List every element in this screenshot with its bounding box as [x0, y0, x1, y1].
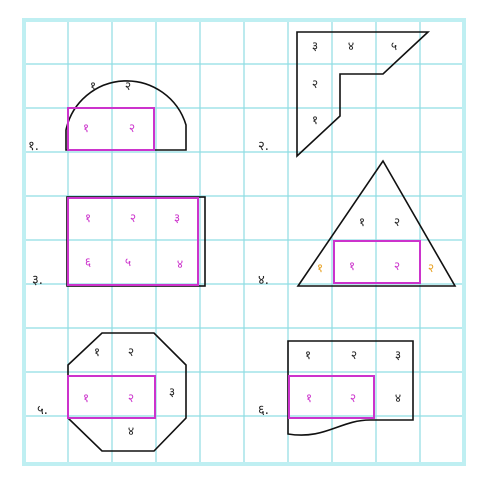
- panel-label: ५.: [37, 403, 48, 418]
- semicircle-shape: [65, 80, 187, 151]
- cell-digit: २: [128, 391, 134, 405]
- cell-digit: २: [312, 77, 318, 91]
- cell-digit: १: [317, 261, 323, 275]
- cell-digit: ५: [391, 39, 397, 53]
- panel-label: १.: [28, 139, 39, 154]
- cell-digit: १: [90, 79, 96, 93]
- cell-digit: ५: [125, 255, 131, 269]
- cell-digit: ३: [395, 348, 401, 362]
- highlight-box: [67, 197, 199, 286]
- l-shape: [296, 31, 431, 158]
- cell-digit: ४: [177, 257, 183, 271]
- cell-digit: २: [125, 79, 131, 93]
- cell-digit: २: [129, 121, 135, 135]
- panel-4: ४. १ २ १ १ २ २: [258, 159, 457, 288]
- cell-digit: १: [349, 259, 355, 273]
- cell-digit: ३: [174, 211, 180, 225]
- cell-digit: २: [350, 391, 356, 405]
- panel-label: २.: [258, 139, 269, 154]
- cell-digit: १: [85, 211, 91, 225]
- highlight-box: [288, 375, 375, 419]
- panel-1: १. १ २ १ २: [28, 79, 187, 154]
- highlight-box: [333, 240, 421, 284]
- triangle-shape: [296, 159, 457, 287]
- cell-digit: १: [312, 113, 318, 127]
- cell-digit: ६: [85, 255, 91, 269]
- panel-label: ६.: [258, 403, 269, 418]
- panel-5: ५. १ २ १ २ ३ ४: [37, 332, 187, 452]
- cell-digit: ३: [312, 39, 318, 53]
- wavy-rectangle-shape: [287, 340, 414, 436]
- cell-digit: १: [305, 348, 311, 362]
- blank-cell: [160, 118, 182, 144]
- cell-digit: ४: [395, 391, 401, 405]
- cell-digit: २: [128, 345, 134, 359]
- cell-digit: ४: [348, 39, 354, 53]
- panel-6: ६. १ २ ३ १ २ ४: [258, 340, 414, 436]
- cell-digit: १: [359, 215, 365, 229]
- grid-border: [22, 18, 466, 466]
- cell-digit: ३: [169, 385, 175, 399]
- cell-digit: २: [394, 215, 400, 229]
- panel-2: २. ३ ४ ५ २ १: [258, 31, 431, 158]
- cell-digit: १: [83, 391, 89, 405]
- cell-digit: १: [306, 391, 312, 405]
- highlight-box: [67, 375, 156, 419]
- panel-3: ३. १ २ ३ ६ ५ ४: [32, 196, 206, 288]
- cell-digit: ४: [128, 424, 134, 438]
- highlight-box: [67, 107, 155, 151]
- cell-digit: २: [428, 261, 434, 275]
- cell-digit: २: [351, 348, 357, 362]
- panel-label: ३.: [32, 273, 43, 288]
- cell-digit: २: [394, 259, 400, 273]
- cell-digit: २: [130, 211, 136, 225]
- panel-label: ४.: [258, 273, 269, 288]
- cell-digit: १: [94, 345, 100, 359]
- cell-digit: १: [83, 121, 89, 135]
